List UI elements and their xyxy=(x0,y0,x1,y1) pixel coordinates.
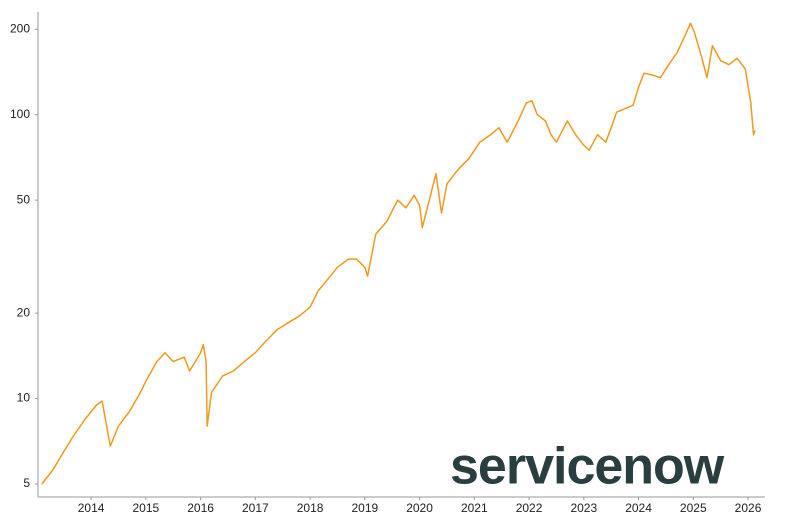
x-tick-label: 2022 xyxy=(516,501,543,515)
x-tick-label: 2024 xyxy=(625,501,652,515)
x-tick-label: 2026 xyxy=(735,501,762,515)
x-tick-label: 2025 xyxy=(680,501,707,515)
x-tick-label: 2015 xyxy=(132,501,159,515)
price-line xyxy=(41,22,756,485)
x-tick-label: 2021 xyxy=(461,501,488,515)
y-tick-label: 5 xyxy=(23,476,30,490)
logo: servicenow xyxy=(450,438,725,496)
x-tick-label: 2017 xyxy=(242,501,269,515)
x-tick-label: 2023 xyxy=(570,501,597,515)
x-tick-label: 2018 xyxy=(297,501,324,515)
y-tick-label: 100 xyxy=(10,107,30,121)
x-tick-label: 2014 xyxy=(78,501,105,515)
y-tick-label: 50 xyxy=(17,192,31,206)
y-tick-label: 200 xyxy=(10,21,30,35)
x-tick-label: 2020 xyxy=(406,501,433,515)
y-tick-label: 20 xyxy=(17,305,31,319)
x-tick-label: 2019 xyxy=(351,501,378,515)
y-tick-label: 10 xyxy=(17,391,31,405)
x-tick-label: 2016 xyxy=(187,501,214,515)
